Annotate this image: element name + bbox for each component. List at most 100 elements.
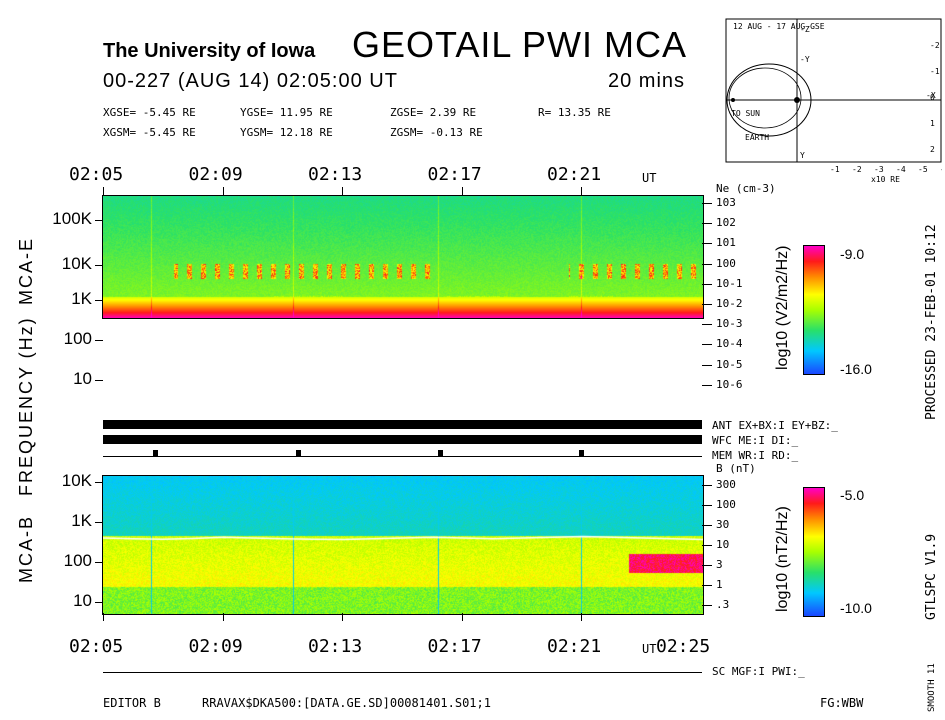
orbit-x-tick: -1 [830,165,840,174]
mca-e-spectrogram [102,195,704,319]
mca-b-panel [102,475,704,615]
sc-status: SC MGF:I PWI:_ [712,665,805,678]
mca-e-right-tick: 101 [716,236,736,250]
mca-e-right-tick-mark [702,283,712,285]
institution-title: The University of Iowa [103,40,316,62]
mca-e-right-tick-mark [702,263,712,265]
mca-b-right-tick: 300 [716,478,736,491]
mca-e-right-tick: 10-5 [716,357,743,371]
top-time-tick-mark [222,187,224,195]
mca-e-right-tick: 102 [716,216,736,230]
mca-e-right-tick: 10-2 [716,297,743,310]
mem-mark [438,450,443,457]
mca-b-right-tick: 1 [716,578,723,591]
orbit-minus-z-label: -Z [800,25,810,34]
mca-b-panel-label: MCA-B [16,515,36,583]
mca-b-freq-tick: 10 [73,591,92,610]
mca-b-right-tick-mark [702,545,712,546]
mca-e-right-tick-mark [702,364,712,366]
orbit-frame [725,18,942,163]
orbit-y-tick: -2 [930,41,940,50]
mca-e-right-tick-mark [702,203,712,204]
end-time-label: 02:25 [656,636,711,657]
mca-e-freq-tick: 10K [61,254,92,273]
mca-b-right-tick: 30 [716,518,730,531]
orbit-earth-label: EARTH [745,133,769,142]
duration: 20 mins [608,70,686,92]
bottom-time-tick: 02:05 [69,636,124,657]
mca-e-freq-tick-mark [95,300,103,301]
bottom-time-tick-mark [103,613,104,621]
orbit-x-tick: -2 [852,165,862,174]
mca-e-right-tick: 10-6 [716,377,743,391]
mca-e-freq-tick: 100 [63,329,92,348]
orbit-y-tick: 1 [930,119,935,128]
mca-e-freq-tick-mark [95,220,103,221]
bottom-time-tick: 02:13 [308,636,363,657]
mca-e-right-tick-mark [702,344,712,346]
bottom-time-tick-mark [581,613,582,621]
mca-b-right-tick-mark [702,605,712,606]
orbit-ellipse-2 [728,67,802,129]
bottom-time-tick-mark [461,613,463,621]
mca-b-freq-tick-mark [95,482,103,483]
mca-b-right-axis-label: B (nT) [716,462,756,475]
orbit-plus-y-label: Y [800,151,805,160]
mem-mark [579,450,584,457]
frequency-axis-label: FREQUENCY (Hz) [16,316,36,496]
orbit-x-axis-label: x10 RE [871,175,900,184]
mca-e-freq-tick: 10 [73,369,92,388]
mca-b-freq-tick: 1K [71,511,92,530]
orbit-sun-label: TO SUN [731,109,760,118]
top-time-tick-mark [461,187,463,195]
mca-b-right-tick: 3 [716,558,723,571]
mem-status-line [103,456,702,457]
top-time-tick: 02:05 [69,164,124,185]
mca-e-freq-tick: 100K [52,209,92,228]
mca-e-right-tick-mark [702,384,712,386]
bottom-time-tick-mark [342,613,343,621]
smooth-label: SMOOTH 11 [927,663,937,712]
mca-b-colorbar [803,487,825,617]
coord-xgsm: XGSM= -5.45 RE [103,126,196,139]
mca-b-right-tick-mark [702,585,712,586]
mca-e-colorbar-max: -9.0 [840,246,865,262]
processed-label: PROCESSED 23-FEB-01 10:12 [924,224,939,420]
bottom-time-tick-mark [222,613,224,621]
mca-b-right-tick: 100 [716,498,736,511]
mca-b-right-tick-mark [702,485,712,486]
top-time-tick: 02:13 [308,164,363,185]
coord-ygsm: YGSM= 12.18 RE [240,126,333,139]
mca-b-freq-tick-mark [95,522,103,523]
mem-status: MEM WR:I RD:_ [712,449,799,462]
wfc-status-bar [103,435,702,444]
mca-e-right-tick-mark [702,324,712,326]
data-path: RRAVAX$DKA500:[DATA.GE.SD]00081401.S01;1 [202,696,491,710]
sc-status-line [103,672,702,673]
coord-ygse: YGSE= 11.95 RE [240,106,333,119]
coord-zgsm: ZGSM= -0.13 RE [390,126,483,139]
orbit-x-tick: -6 [940,165,942,174]
coord-xgse: XGSE= -5.45 RE [103,106,196,119]
editor-label: EDITOR B [103,696,161,710]
coord-zgse: ZGSE= 2.39 RE [390,106,477,119]
time-line: 00-227 (AUG 14) 02:05:00 UT [103,70,398,92]
mca-b-freq-tick: 100 [63,551,92,570]
mca-b-right-tick-mark [702,505,712,506]
orbit-y-tick: 2 [930,145,935,154]
mca-e-freq-tick-mark [95,340,103,341]
mission-title: GEOTAIL PWI MCA [352,24,688,65]
mca-b-freq-tick-mark [95,562,103,563]
orbit-minus-x-label: -X [926,91,936,100]
orbit-y-ticks: -2 -1 0 1 2 [930,41,940,154]
bottom-ut-label: UT [642,642,657,656]
orbit-ellipse [726,63,812,137]
mca-e-right-tick: 100 [716,256,736,270]
mca-b-colorbar-min: -10.0 [840,600,872,616]
mca-e-freq-tick-mark [95,265,103,266]
mca-e-right-axis-label: Ne (cm-3) [716,182,776,195]
mca-e-colorbar-min: -16.0 [840,361,872,377]
mem-mark [153,450,158,457]
mca-b-right-tick: .3 [716,598,730,611]
orbit-plot: 12 AUG - 17 AUG GSE TO SUN EARTH -Z -Y -… [725,18,945,193]
